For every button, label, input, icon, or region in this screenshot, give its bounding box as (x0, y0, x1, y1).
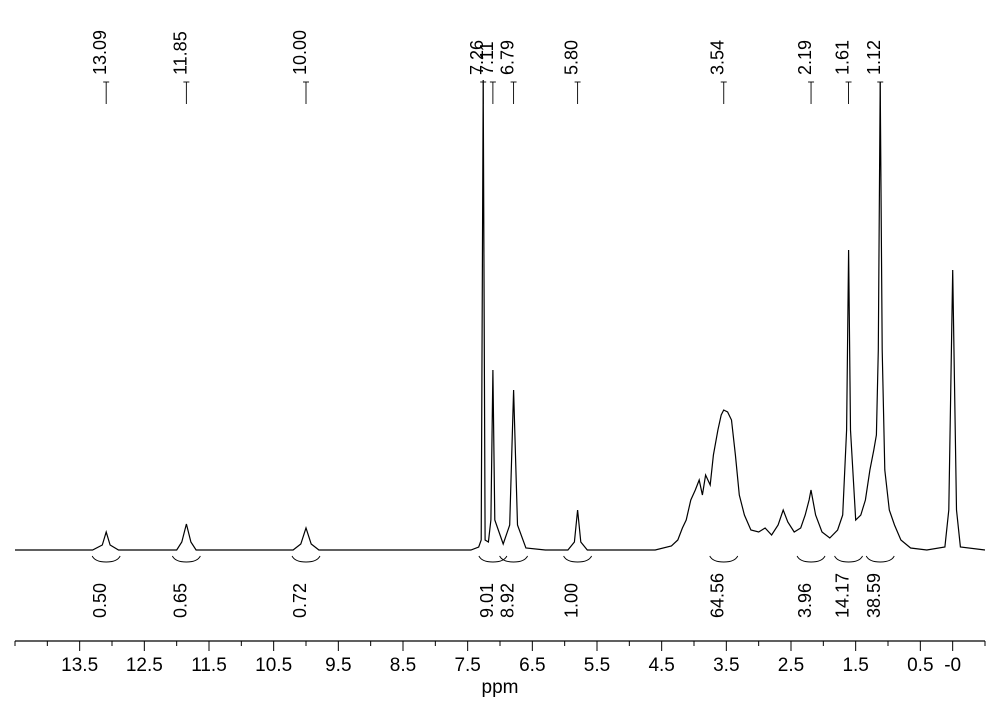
peak-label: 1.12 (864, 40, 884, 75)
x-tick-label: 6.5 (519, 655, 545, 676)
x-tick-label: -0 (944, 655, 961, 676)
spectrum-trace (15, 80, 985, 550)
integral-bracket (835, 556, 863, 562)
integral-bracket (564, 556, 592, 562)
peak-label: 13.09 (90, 30, 110, 75)
integral-label: 1.00 (562, 583, 582, 618)
x-tick-label: 7.5 (454, 655, 480, 676)
integral-bracket (866, 556, 894, 562)
integral-bracket (292, 556, 320, 562)
peak-label: 2.19 (795, 40, 815, 75)
integral-label: 64.56 (708, 573, 728, 618)
spectrum-svg: 13.0911.8510.007.267.116.795.803.542.191… (0, 0, 1000, 701)
x-tick-label: 11.5 (191, 655, 227, 676)
x-tick-label: 12.5 (126, 655, 163, 676)
x-tick-label: 2.5 (778, 655, 804, 676)
x-tick-label: 4.5 (648, 655, 674, 676)
integral-label: 38.59 (864, 573, 884, 618)
x-tick-label: 10.5 (255, 655, 292, 676)
peak-label: 3.54 (708, 40, 728, 75)
x-tick-label: 3.5 (713, 655, 739, 676)
x-tick-label: 8.5 (390, 655, 416, 676)
integral-label: 3.96 (795, 583, 815, 618)
integral-bracket (710, 556, 738, 562)
integral-bracket (797, 556, 825, 562)
peak-label: 1.61 (833, 40, 853, 75)
peak-label: 11.85 (170, 31, 190, 75)
x-axis-label: ppm (482, 677, 519, 698)
x-tick-label: 13.5 (61, 655, 98, 676)
nmr-spectrum-chart: 13.0911.8510.007.267.116.795.803.542.191… (0, 0, 1000, 701)
integral-label: 0.50 (90, 583, 110, 618)
x-tick-label: 5.5 (584, 655, 610, 676)
peak-label: 5.80 (562, 40, 582, 75)
integral-label: 14.17 (833, 573, 853, 618)
integral-label: 0.72 (290, 583, 310, 618)
integral-bracket (92, 556, 120, 562)
integral-label: 9.01 (477, 583, 497, 618)
x-tick-label: 0.5 (907, 655, 933, 676)
peak-label: 10.00 (290, 30, 310, 75)
integral-label: 0.65 (170, 583, 190, 618)
x-tick-label: 1.5 (842, 655, 868, 676)
peak-label: 6.79 (498, 40, 518, 75)
integral-bracket (172, 556, 200, 562)
integral-label: 8.92 (498, 583, 518, 618)
peak-label: 7.11 (477, 41, 497, 75)
x-tick-label: 9.5 (325, 655, 351, 676)
